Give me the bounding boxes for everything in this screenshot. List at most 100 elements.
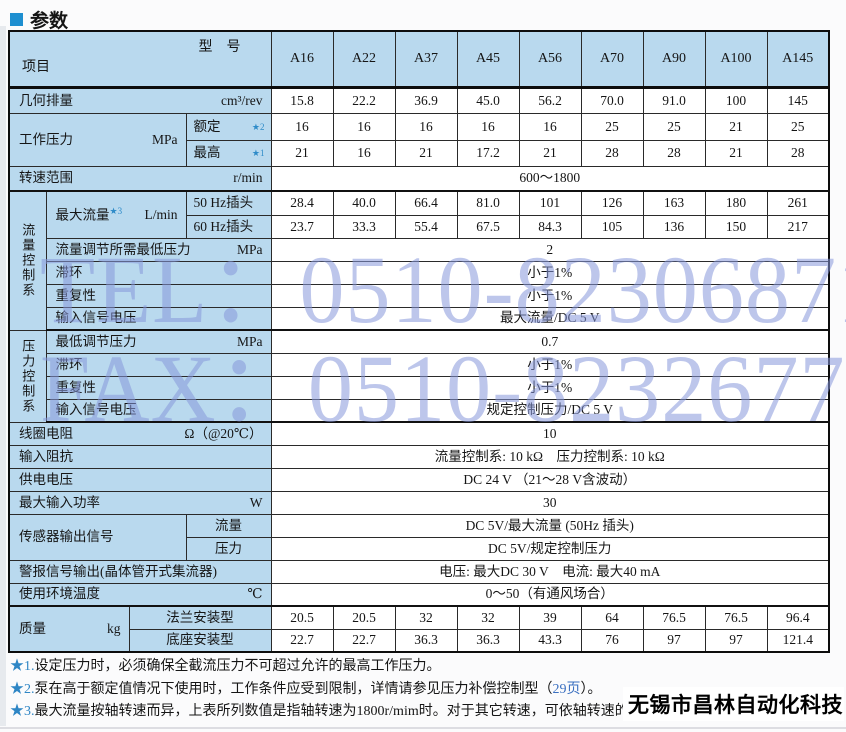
value-cell: 20.5	[332, 605, 396, 630]
value-cell: 25	[580, 112, 644, 141]
value-cell: 45.0	[456, 86, 520, 114]
value-cell: 28.4	[270, 190, 334, 216]
spec-unit: cm³/rev	[220, 92, 263, 108]
company-stamp: 无锡市昌林自动化科技	[623, 687, 844, 721]
spec-label: 重复性	[55, 287, 97, 303]
spec-label-cell: 滞环	[45, 352, 272, 377]
spec-table: 型 号 项目 A16 A22 A37 A45 A56 A70 A90 A100 …	[8, 30, 830, 653]
value-cell-span: 0.7	[270, 329, 830, 354]
scan-edge	[0, 26, 6, 726]
spec-label-cell: 重复性	[45, 283, 272, 308]
value-cell: 36.3	[456, 628, 520, 653]
spec-label-cell: 线圈电阻 Ω（@20℃）	[8, 421, 272, 446]
value-cell: 96.4	[766, 605, 830, 630]
spec-label: 最低调节压力	[55, 333, 137, 349]
group-label: 流量控制系	[20, 223, 36, 299]
value-cell: 150	[704, 214, 768, 239]
footnote-text: 泵在高于额定值情况下使用时，工作条件应受到限制，详情请参见压力补偿控制型（	[34, 681, 553, 697]
model-header: A22	[332, 30, 396, 89]
model-header: A37	[394, 30, 458, 89]
value-cell-span: 30	[270, 490, 830, 515]
spec-label: 输入信号电压	[55, 310, 137, 326]
value-cell: 25	[766, 112, 830, 141]
value-cell: 40.0	[332, 190, 396, 216]
table-header-row: 型 号 项目 A16 A22 A37 A45 A56 A70 A90 A100 …	[8, 30, 830, 89]
sub-label-cell: 底座安装型	[128, 628, 272, 653]
model-header: A45	[456, 30, 520, 89]
spec-label: 几何排量	[19, 92, 73, 108]
corner-item-label: 项目	[22, 60, 50, 76]
row-speed-range: 转速范围 r/min 600～1800	[8, 165, 830, 192]
spec-label-cell: 警报信号输出(晶体管开式集流器)	[8, 559, 272, 584]
spec-label-cell: 传感器输出信号	[8, 513, 187, 561]
value-cell: 21	[394, 139, 458, 167]
sub-label: 额定	[193, 118, 221, 134]
value-cell-span: 2	[270, 237, 830, 262]
spec-label-cell: 流量调节所需最低压力 MPa	[45, 237, 272, 262]
value-cell-span: 小于1%	[270, 352, 830, 377]
blue-square-icon	[10, 13, 23, 26]
spec-label: 转速范围	[19, 170, 73, 186]
value-cell: 39	[518, 605, 582, 630]
spec-label-cell: 最大流量★3 L/min	[45, 190, 187, 239]
value-cell: 84.3	[518, 214, 582, 239]
spec-unit: L/min	[144, 206, 178, 222]
page-bottom-rule	[0, 727, 846, 729]
row-pressure-max: 最高 ★1 21 16 21 17.2 21 28 28 21 28	[9, 139, 830, 167]
row-supply-voltage: 供电电压 DC 24 V （21～28 V含波动）	[8, 467, 830, 492]
sub-label-cell: 60 Hz插头	[185, 214, 272, 239]
spec-label-cell: 工作压力 MPa	[8, 112, 187, 167]
page-ref-link[interactable]: 29页	[552, 681, 581, 697]
value-cell-span: 流量控制系: 10 kΩ 压力控制系: 10 kΩ	[270, 444, 830, 469]
spec-unit: ℃	[247, 586, 263, 602]
row-flow-hysteresis: 滞环 小于1%	[9, 260, 830, 285]
row-maxflow-50hz: 流量控制系 最大流量★3 L/min 50 Hz插头 28.4 40.0 66.4…	[8, 190, 830, 331]
model-header: A16	[270, 30, 334, 89]
value-cell: 21	[270, 139, 334, 167]
footnote-text: ）。	[580, 681, 602, 697]
row-sensor-pressure: 压力 DC 5V/规定控制压力	[9, 536, 830, 561]
row-maxflow-60hz: 60 Hz插头 23.7 33.3 55.4 67.5 84.3 105 136…	[9, 214, 830, 239]
group-label-cell: 流量控制系	[8, 190, 47, 331]
spec-label: 工作压力	[19, 131, 73, 147]
value-cell: 121.4	[766, 628, 830, 653]
spec-label: 滞环	[55, 264, 83, 280]
footnote-ref: ★1	[251, 148, 265, 159]
value-cell-span: DC 24 V （21～28 V含波动）	[270, 467, 830, 492]
value-cell: 66.4	[394, 190, 458, 216]
row-pressure-hysteresis: 滞环 小于1%	[9, 352, 830, 377]
value-cell: 81.0	[456, 190, 520, 216]
spec-unit: MPa	[151, 131, 178, 147]
sub-label-cell: 最高 ★1	[185, 139, 272, 167]
value-cell: 32	[394, 605, 458, 630]
value-cell: 126	[580, 190, 644, 216]
value-cell: 136	[642, 214, 706, 239]
footnotes: ★1.设定压力时，必须确保全截流压力不可超过允许的最高工作压力。 ★2.泵在高于…	[10, 656, 643, 724]
row-displacement: 几何排量 cm³/rev 15.8 22.2 36.9 45.0 56.2 70.…	[8, 86, 830, 114]
row-weight-flange: 质量 kg 法兰安装型 20.5 20.5 32 32 39 64 76.5 76…	[8, 605, 830, 653]
corner-header-cell: 型 号 项目	[8, 30, 272, 89]
spec-label: 最大输入功率	[19, 494, 100, 510]
value-cell: 33.3	[332, 214, 396, 239]
footnote-1: ★1.设定压力时，必须确保全截流压力不可超过允许的最高工作压力。	[10, 656, 643, 679]
sub-label: 60 Hz插头	[193, 218, 254, 234]
spec-label: 流量调节所需最低压力	[55, 241, 191, 257]
value-cell: 28	[766, 139, 830, 167]
value-cell: 64	[580, 605, 644, 630]
row-sensor-flow: 传感器输出信号 流量 DC 5V/最大流量 (50Hz 插头)	[8, 513, 830, 561]
spec-label-cell: 供电电压	[8, 467, 272, 492]
value-cell: 16	[270, 112, 334, 141]
value-cell: 21	[518, 139, 582, 167]
sub-label-cell: 额定 ★2	[185, 112, 272, 141]
spec-label: 使用环境温度	[19, 586, 100, 602]
footnote-text: 设定压力时，必须确保全截流压力不可超过允许的最高工作压力。	[34, 659, 441, 674]
value-cell: 16	[518, 112, 582, 141]
spec-label-cell: 质量 kg	[8, 605, 130, 653]
row-flow-input-signal: 输入信号电压 最大流量/DC 5 V	[9, 306, 830, 331]
spec-label: 输入信号电压	[55, 402, 137, 418]
value-cell: 76	[580, 628, 644, 653]
value-cell: 100	[704, 86, 768, 114]
footnote-ref: ★3	[109, 206, 123, 217]
value-cell: 32	[456, 605, 520, 630]
spec-unit: MPa	[236, 241, 263, 257]
